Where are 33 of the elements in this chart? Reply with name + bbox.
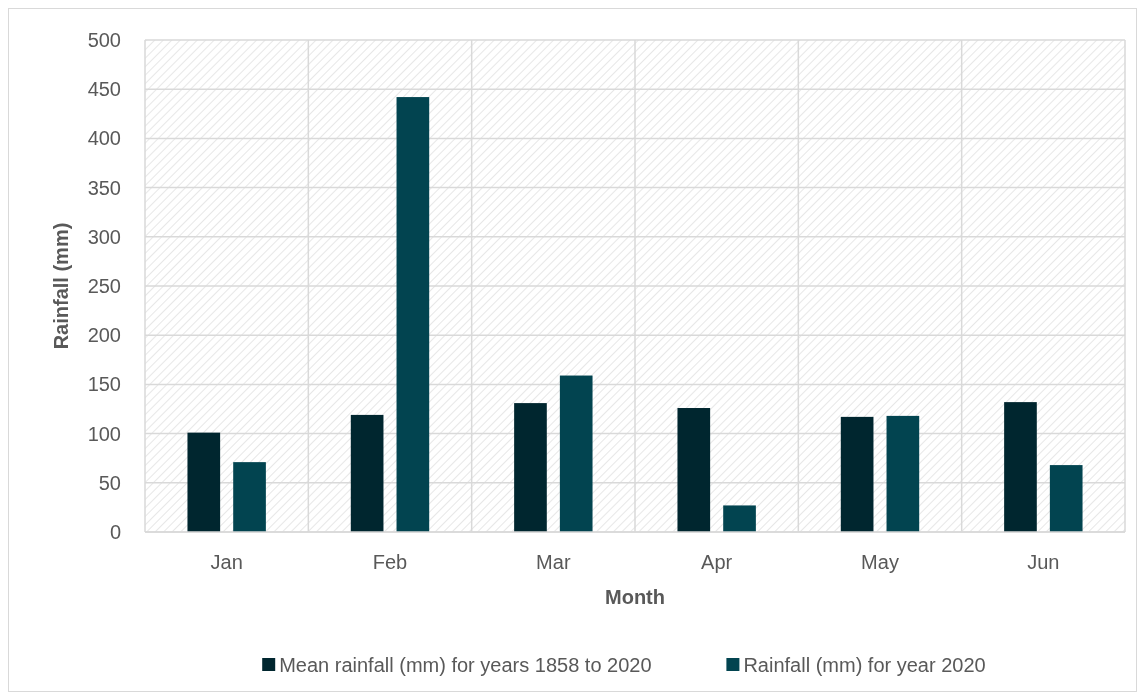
- bar: [677, 408, 711, 532]
- bar: [233, 462, 266, 532]
- x-tick-label: May: [861, 551, 899, 573]
- y-tick-label: 250: [87, 275, 121, 297]
- bar: [514, 403, 547, 532]
- x-tick-label: Apr: [701, 551, 733, 573]
- y-tick-label: 300: [87, 225, 121, 248]
- bar: [1004, 402, 1037, 532]
- y-tick-label: 500: [87, 29, 121, 51]
- bar: [396, 97, 430, 532]
- legend-label: Rainfall (mm) for year 2020: [743, 654, 986, 676]
- bar: [886, 415, 920, 532]
- legend-label: Mean rainfall (mm) for years 1858 to 2020: [279, 654, 652, 676]
- x-axis-title: Month: [605, 586, 665, 608]
- x-tick-label: Jan: [210, 551, 243, 573]
- y-tick-label: 100: [87, 422, 121, 445]
- bar: [840, 416, 874, 532]
- y-tick-label: 450: [87, 78, 121, 101]
- y-tick-label: 0: [109, 521, 121, 543]
- x-tick-label: Jun: [1027, 551, 1060, 573]
- bar: [187, 432, 221, 532]
- bar: [350, 414, 384, 532]
- y-tick-label: 400: [87, 127, 121, 150]
- y-axis-title: Rainfall (mm): [50, 222, 72, 350]
- bar: [723, 505, 756, 532]
- x-tick-label: Mar: [536, 551, 571, 573]
- y-tick-label: 50: [98, 471, 121, 494]
- y-tick-label: 150: [87, 373, 121, 396]
- bar: [559, 375, 593, 532]
- y-tick-label: 200: [87, 324, 121, 347]
- x-tick-label: Feb: [372, 551, 408, 573]
- y-tick-label: 350: [87, 176, 121, 199]
- bar: [1049, 465, 1083, 532]
